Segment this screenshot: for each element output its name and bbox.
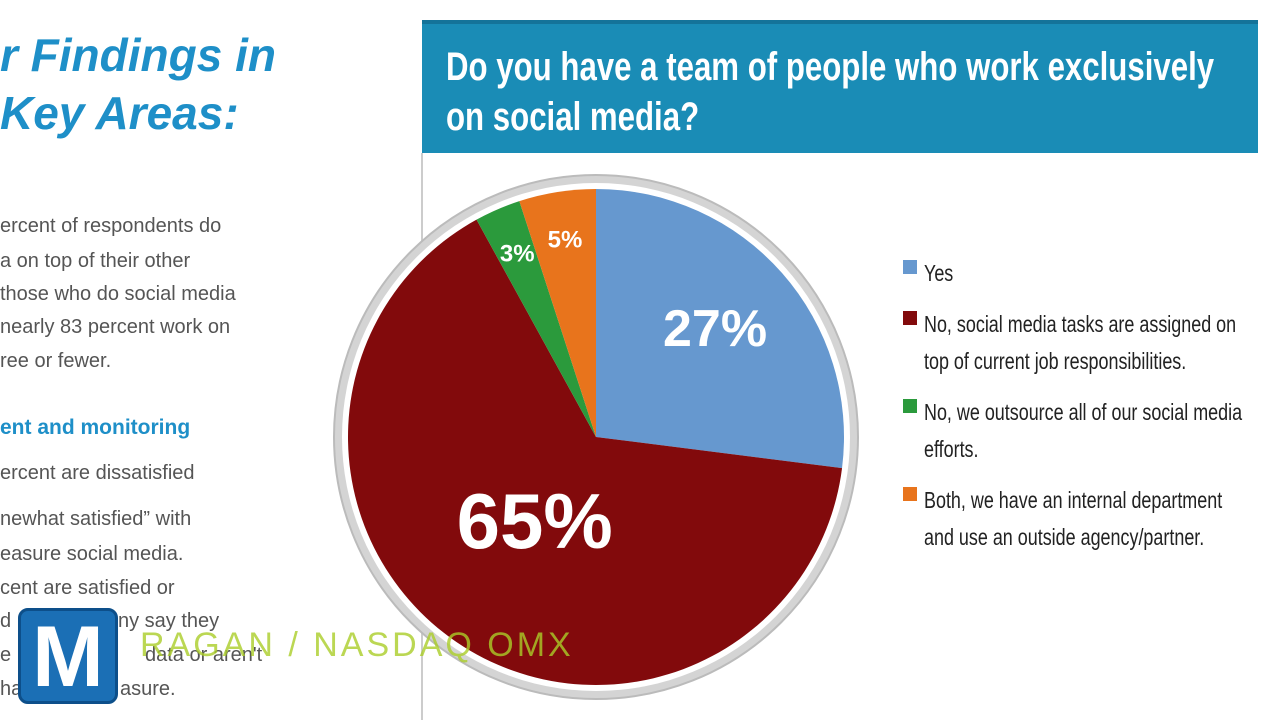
chart-title: Do you have a team of people who work ex… (446, 45, 1215, 139)
pie-slice (348, 219, 843, 685)
body-text: ercent of respondents do (0, 215, 222, 237)
body-text: data or aren't (145, 644, 263, 666)
body-text: nearly 83 percent work on (0, 316, 231, 338)
credit: RAGAN / NASDAQ OMX (140, 626, 574, 664)
slice-label: 5% (548, 226, 583, 253)
legend-swatch (903, 260, 917, 274)
legend-item: No, social media tasks are assigned on t… (903, 306, 1263, 380)
legend-swatch (903, 399, 917, 413)
legend: Yes No, social media tasks are assigned o… (903, 255, 1263, 570)
body-text: ny say they (118, 610, 220, 632)
body-text: asure. (120, 678, 176, 700)
body-text: ha (0, 678, 23, 700)
legend-item: No, we outsource all of our social media… (903, 394, 1263, 468)
slice-label: 3% (500, 240, 535, 267)
heading: Key Areas: (0, 87, 239, 139)
legend-label: No, social media tasks are assigned on t… (924, 311, 1237, 374)
body-text: ercent are dissatisfied (0, 462, 195, 484)
subheading: ent and monitoring (0, 416, 191, 439)
legend-label: No, we outsource all of our social media… (924, 399, 1243, 462)
pie-slice (519, 189, 596, 437)
body-text: newhat satisfied” with (0, 508, 192, 530)
body-text: cent are satisfied or (0, 577, 175, 599)
body-text: those who do social media (0, 283, 236, 305)
legend-item: Yes (903, 255, 1263, 292)
body-text: ree or fewer. (0, 350, 112, 372)
title-bar: Do you have a team of people who work ex… (422, 20, 1258, 153)
pie-slice (476, 201, 596, 437)
legend-label: Both, we have an internal department and… (924, 487, 1223, 550)
legend-item: Both, we have an internal department and… (903, 482, 1263, 556)
body-text: easure social media. (0, 543, 184, 565)
legend-swatch (903, 311, 917, 325)
body-text: a on top of their other (0, 250, 191, 272)
body-text: e (0, 644, 12, 666)
legend-swatch (903, 487, 917, 501)
slice-label: 27% (663, 300, 767, 358)
legend-label: Yes (924, 260, 954, 286)
body-text: d (0, 610, 12, 632)
slice-label: 65% (457, 477, 613, 565)
heading: r Findings in (0, 29, 276, 81)
logo: M (18, 608, 118, 704)
pie-slice (596, 189, 844, 469)
